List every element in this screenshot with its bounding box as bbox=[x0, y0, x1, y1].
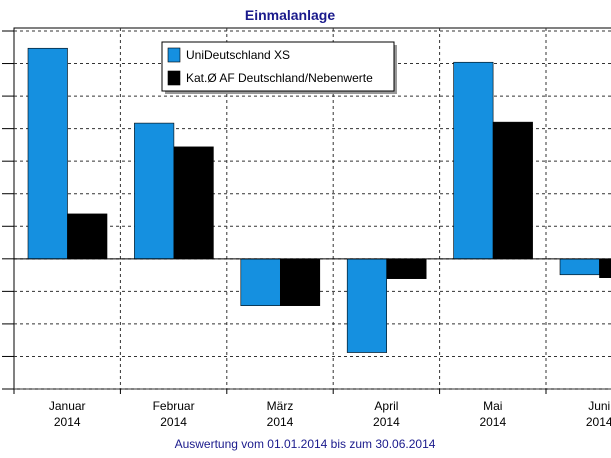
bar bbox=[492, 121, 533, 260]
bar bbox=[134, 122, 175, 260]
x-tick-label: 2014 bbox=[373, 415, 400, 429]
bar bbox=[27, 47, 68, 260]
legend-swatch bbox=[167, 70, 181, 86]
bar bbox=[559, 258, 600, 276]
x-tick-label: Februar bbox=[153, 399, 195, 413]
bar bbox=[67, 213, 108, 260]
bar bbox=[240, 258, 281, 306]
legend-swatch bbox=[167, 47, 181, 63]
x-tick-label: April bbox=[374, 399, 398, 413]
x-tick-label: 2014 bbox=[479, 415, 506, 429]
x-tick-label: 2014 bbox=[586, 415, 611, 429]
bar bbox=[386, 258, 427, 279]
x-tick-label: Januar bbox=[49, 399, 86, 413]
bar bbox=[279, 258, 321, 306]
legend-box bbox=[161, 41, 395, 92]
bar bbox=[599, 258, 611, 278]
chart-title: Einmalanlage bbox=[245, 7, 335, 23]
legend-label: UniDeutschland XS bbox=[186, 48, 290, 62]
bar bbox=[453, 61, 494, 260]
bar bbox=[346, 258, 388, 353]
x-tick-label: 2014 bbox=[160, 415, 187, 429]
chart-subtitle: Auswertung vom 01.01.2014 bis zum 30.06.… bbox=[175, 437, 436, 451]
legend-label: Kat.Ø AF Deutschland/Nebenwerte bbox=[186, 71, 373, 85]
x-tick-label: März bbox=[267, 399, 294, 413]
x-tick-label: Juni bbox=[588, 399, 610, 413]
x-tick-label: Mai bbox=[483, 399, 502, 413]
legend: UniDeutschland XS Kat.Ø AF Deutschland/Ne… bbox=[161, 41, 397, 94]
x-tick-label: 2014 bbox=[54, 415, 81, 429]
bar bbox=[173, 146, 214, 260]
x-tick-label: 2014 bbox=[267, 415, 294, 429]
